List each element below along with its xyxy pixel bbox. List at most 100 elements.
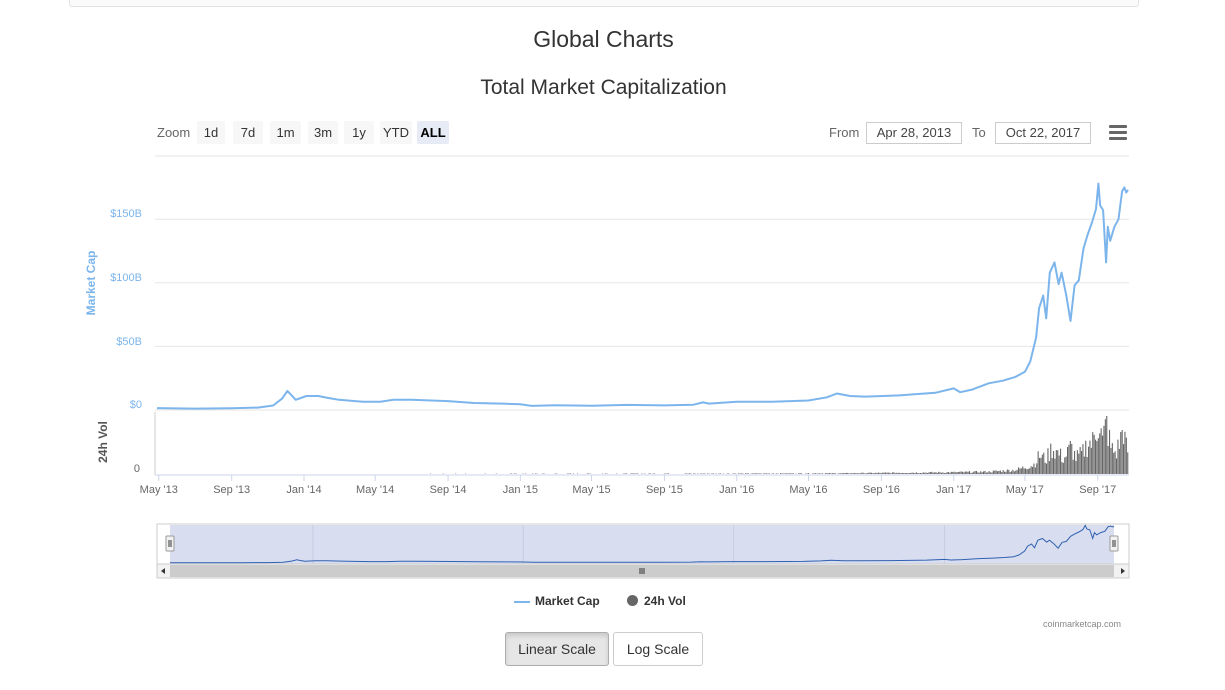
volume-bar xyxy=(952,471,954,474)
zoom-button-all[interactable]: ALL xyxy=(417,121,449,144)
volume-bar xyxy=(847,472,849,474)
volume-bar xyxy=(1034,467,1036,474)
volume-bar xyxy=(997,471,999,474)
volume-bar xyxy=(1026,469,1028,474)
volume-bar xyxy=(760,473,762,474)
volume-bar xyxy=(781,473,783,474)
hamburger-menu-icon[interactable] xyxy=(1109,125,1127,141)
volume-bar xyxy=(886,472,888,474)
volume-bar xyxy=(941,472,943,474)
zoom-button-ytd[interactable]: YTD xyxy=(380,121,412,144)
volume-bar xyxy=(988,471,990,474)
volume-bar xyxy=(1085,440,1087,474)
volume-bar xyxy=(932,472,934,474)
volume-bar xyxy=(900,473,902,474)
volume-bar xyxy=(775,473,777,474)
volume-bar xyxy=(917,472,919,474)
to-date-input[interactable]: Oct 22, 2017 xyxy=(995,122,1091,144)
from-date-input[interactable]: Apr 28, 2013 xyxy=(866,122,962,144)
volume-bar xyxy=(994,470,996,474)
volume-bar xyxy=(689,473,691,474)
volume-bar xyxy=(908,473,910,474)
volume-bar xyxy=(992,470,994,474)
linear-scale-button[interactable]: Linear Scale xyxy=(505,632,609,666)
volume-bar xyxy=(764,473,766,474)
volume-bar xyxy=(771,473,773,474)
volume-bar xyxy=(1051,458,1053,474)
volume-bar xyxy=(885,472,887,474)
volume-bar xyxy=(824,473,826,474)
volume-bar xyxy=(851,473,853,474)
x-tick-label: Jan '16 xyxy=(719,484,755,496)
volume-bar xyxy=(866,473,868,474)
volume-bar xyxy=(1002,470,1004,474)
legend-item-24h-vol[interactable]: 24h Vol xyxy=(627,594,686,608)
legend-label: 24h Vol xyxy=(644,594,686,608)
volume-bar xyxy=(754,473,756,474)
credits-link[interactable]: coinmarketcap.com xyxy=(1043,619,1122,629)
volume-bar xyxy=(715,473,717,474)
volume-bar xyxy=(826,473,828,474)
volume-bar xyxy=(1124,431,1126,474)
volume-bar xyxy=(974,471,976,474)
volume-bar xyxy=(914,473,916,474)
y-tick-label: $100B xyxy=(110,272,142,284)
volume-bar xyxy=(869,472,871,474)
log-scale-button[interactable]: Log Scale xyxy=(613,632,703,666)
volume-bar xyxy=(1040,457,1042,474)
volume-bar xyxy=(949,472,951,474)
volume-bar xyxy=(1096,441,1098,474)
volume-bar xyxy=(1069,440,1071,474)
chart-title: Total Market Capitalization xyxy=(480,76,727,99)
volume-bar xyxy=(927,473,929,474)
volume-bar xyxy=(1055,450,1057,474)
volume-bar xyxy=(841,473,843,474)
volume-bar xyxy=(1117,439,1119,474)
volume-bar xyxy=(960,471,962,474)
volume-bar xyxy=(1044,462,1046,474)
volume-bar xyxy=(792,473,794,474)
volume-bar xyxy=(1086,456,1088,474)
volume-bar xyxy=(1005,471,1007,474)
volume-bar xyxy=(872,473,874,474)
volume-bar xyxy=(1057,450,1059,474)
zoom-button-1m[interactable]: 1m xyxy=(270,121,301,144)
x-tick-label: Jan '17 xyxy=(936,484,972,496)
volume-bar xyxy=(1104,419,1106,474)
volume-bar xyxy=(808,473,810,474)
volume-bar xyxy=(950,471,952,474)
volume-bar xyxy=(852,473,854,474)
top-panel-edge xyxy=(69,0,1139,7)
volume-bar xyxy=(929,472,931,474)
volume-bar xyxy=(987,472,989,474)
zoom-button-7d[interactable]: 7d xyxy=(233,121,263,144)
volume-bar xyxy=(827,473,829,474)
volume-bar xyxy=(1029,468,1031,474)
volume-bar xyxy=(633,473,635,474)
volume-bar xyxy=(1125,437,1127,474)
x-tick-label: May '14 xyxy=(356,484,395,496)
y-tick-label: $150B xyxy=(110,208,142,220)
volume-bar xyxy=(697,473,699,474)
volume-bar xyxy=(684,473,686,474)
legend-item-market-cap[interactable]: Market Cap xyxy=(514,594,600,608)
x-tick-label: Sep '17 xyxy=(1079,484,1117,496)
volume-bar xyxy=(925,472,927,474)
page-title: Global Charts xyxy=(533,26,674,52)
x-tick-label: Jan '14 xyxy=(286,484,322,496)
volume-bar xyxy=(1039,457,1041,474)
volume-bar xyxy=(815,473,817,474)
zoom-button-1y[interactable]: 1y xyxy=(344,121,374,144)
volume-bar xyxy=(799,473,801,474)
volume-bar xyxy=(971,472,973,474)
volume-bar xyxy=(1103,425,1105,474)
volume-bar xyxy=(1078,453,1080,474)
zoom-button-1d[interactable]: 1d xyxy=(197,121,225,144)
volume-bar xyxy=(1072,459,1074,474)
volume-bar xyxy=(833,473,835,474)
volume-bar xyxy=(876,472,878,474)
zoom-button-3m[interactable]: 3m xyxy=(308,121,338,144)
volume-bar xyxy=(1114,451,1116,474)
volume-bar xyxy=(901,472,903,474)
volume-bar xyxy=(1032,466,1034,474)
